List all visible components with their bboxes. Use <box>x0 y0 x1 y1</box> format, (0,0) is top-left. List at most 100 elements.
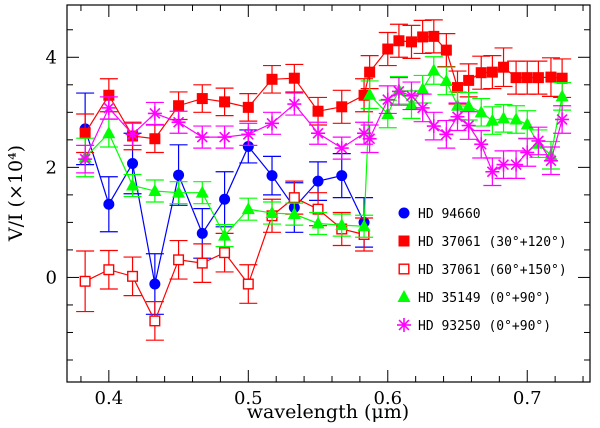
data-point <box>485 113 499 126</box>
data-point <box>148 184 162 197</box>
plot-frame <box>66 4 591 383</box>
data-point <box>509 112 523 125</box>
data-point <box>357 219 371 232</box>
legend-marker <box>398 235 410 247</box>
data-point <box>556 72 568 84</box>
legend-label: HD 94660 <box>418 207 481 222</box>
legend: HD 94660 HD 37061 (30°+120°) HD 37061 (60°… <box>397 207 567 334</box>
data-point <box>171 115 186 130</box>
data-point <box>520 117 534 130</box>
plot-area <box>76 19 572 341</box>
data-point <box>364 66 376 78</box>
data-point <box>312 105 324 117</box>
data-point <box>173 254 185 266</box>
data-point <box>219 96 231 108</box>
data-point <box>498 61 510 73</box>
data-point <box>474 137 489 152</box>
data-point <box>287 207 301 220</box>
data-point <box>173 169 185 181</box>
data-point <box>103 264 115 276</box>
data-point <box>241 127 256 142</box>
data-point <box>287 97 302 112</box>
data-point <box>474 105 488 118</box>
data-point <box>485 164 500 179</box>
data-point <box>266 170 278 182</box>
data-point <box>127 270 139 282</box>
data-point <box>475 67 487 79</box>
data-point <box>311 216 325 229</box>
y-tick-label: 2 <box>46 157 57 178</box>
data-point <box>265 206 279 219</box>
data-point <box>393 35 405 47</box>
data-point <box>103 89 115 101</box>
data-point <box>241 202 255 215</box>
y-tick-label: 0 <box>46 267 57 288</box>
data-point <box>532 72 544 84</box>
data-point <box>266 73 278 85</box>
data-point <box>195 185 209 198</box>
data-point <box>312 175 324 187</box>
x-tick-label: 0.6 <box>373 388 402 409</box>
legend-label: HD 35149 (0°+90°) <box>418 291 551 306</box>
legend-item: HD 37061 (30°+120°) <box>398 235 567 250</box>
series-1 <box>76 19 572 154</box>
data-point <box>404 88 419 103</box>
legend-item: HD 37061 (60°+150°) <box>398 263 567 278</box>
data-point <box>427 63 441 76</box>
data-point <box>450 109 465 124</box>
x-tick-label: 0.5 <box>234 388 263 409</box>
legend-item: HD 93250 (0°+90°) <box>397 318 551 334</box>
data-point <box>362 131 377 146</box>
data-point <box>288 72 300 84</box>
data-point <box>242 278 254 290</box>
data-point <box>195 130 210 145</box>
legend-marker <box>397 318 411 332</box>
data-point <box>127 158 139 170</box>
data-point <box>334 141 349 156</box>
legend-label: HD 93250 (0°+90°) <box>418 319 551 334</box>
data-point <box>125 127 140 142</box>
data-point <box>426 119 441 134</box>
x-axis-title: wavelength (μm) <box>247 401 409 423</box>
data-point <box>510 72 522 84</box>
data-point <box>405 36 417 48</box>
data-point <box>173 100 185 112</box>
data-point <box>101 100 116 115</box>
data-point <box>78 152 93 167</box>
data-point <box>439 127 454 142</box>
data-point <box>196 93 208 105</box>
data-point <box>531 133 546 148</box>
data-point <box>103 198 115 210</box>
data-point <box>382 43 394 55</box>
data-point <box>543 153 558 168</box>
data-point <box>149 133 161 145</box>
data-point <box>415 100 430 115</box>
data-point <box>126 178 140 191</box>
x-tick-label: 0.4 <box>95 388 124 409</box>
axes: 0.4 0.5 0.6 0.7 0 2 4 <box>46 5 590 409</box>
data-point <box>509 157 524 172</box>
data-point <box>555 112 570 127</box>
data-point <box>380 92 395 107</box>
data-point <box>428 30 440 42</box>
legend-label: HD 37061 (30°+120°) <box>418 235 567 250</box>
data-point <box>486 66 498 78</box>
data-point <box>336 101 348 113</box>
legend-item: HD 35149 (0°+90°) <box>397 290 551 306</box>
data-point <box>265 116 280 131</box>
y-axis-title: V/I (×10⁴) <box>5 145 27 242</box>
x-tick-label: 0.7 <box>513 388 542 409</box>
data-point <box>520 145 535 160</box>
data-point <box>336 170 348 182</box>
data-point <box>555 89 569 102</box>
data-point <box>358 89 370 101</box>
data-point <box>79 127 91 139</box>
series-3 <box>76 56 572 248</box>
data-point <box>219 193 231 205</box>
data-point <box>149 315 161 327</box>
data-point <box>147 106 162 121</box>
data-point <box>439 73 453 86</box>
y-tick-label: 4 <box>46 47 57 68</box>
legend-item: HD 94660 <box>398 207 481 222</box>
